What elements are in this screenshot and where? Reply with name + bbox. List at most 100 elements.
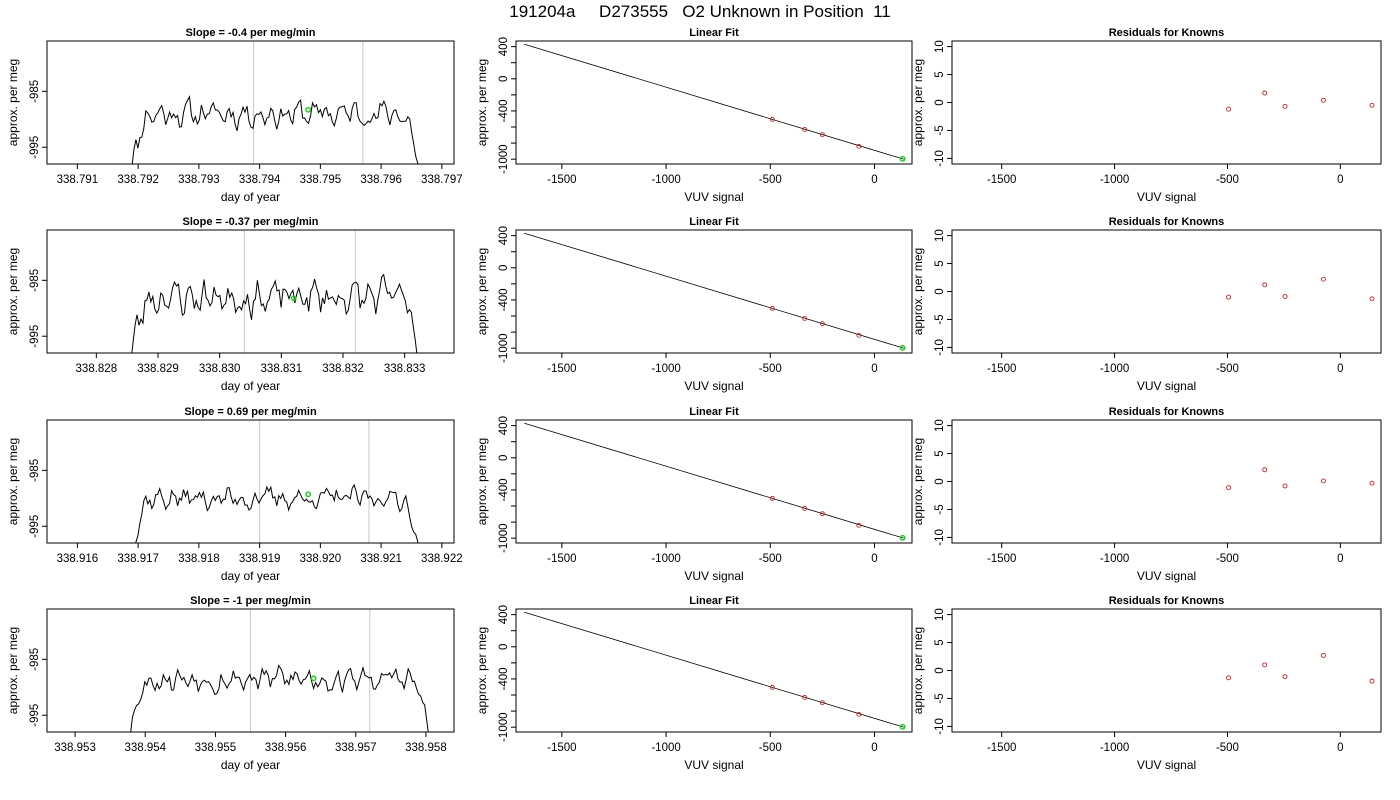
x-tick-label: -500 xyxy=(759,742,782,754)
x-tick-label: 338.953 xyxy=(54,742,96,754)
y-tick-label: -1000 xyxy=(498,144,510,173)
residual-point xyxy=(1320,276,1326,282)
y-tick-label: 400 xyxy=(498,416,510,435)
unknown-point xyxy=(899,344,906,351)
x-tick-label: -1500 xyxy=(987,742,1016,754)
y-tick-label: 0 xyxy=(498,265,510,271)
x-axis-label: VUV signal xyxy=(684,569,743,583)
x-tick-label: 0 xyxy=(1337,363,1343,375)
x-tick-label: 338.791 xyxy=(57,174,99,186)
x-tick-label: 338.918 xyxy=(178,553,220,565)
y-axis-label: approx. per meg xyxy=(911,438,925,525)
y-tick-label: 400 xyxy=(498,226,510,245)
residual-point xyxy=(1262,662,1268,668)
x-tick-label: -1500 xyxy=(547,553,576,565)
plot-area xyxy=(524,232,906,351)
known-point xyxy=(769,116,775,122)
x-tick-label: -1500 xyxy=(987,174,1016,186)
y-tick-label: 0 xyxy=(934,99,946,105)
figure-title: 191204a D273555 O2 Unknown in Position 1… xyxy=(509,2,891,21)
x-tick-label: -1000 xyxy=(1100,553,1129,565)
unknown-point xyxy=(899,723,906,730)
panel-title: Linear Fit xyxy=(689,406,739,418)
x-tick-label: -1500 xyxy=(547,742,576,754)
panel-title: Linear Fit xyxy=(689,216,739,228)
residual-point xyxy=(1226,106,1232,112)
x-tick-label: -500 xyxy=(1216,553,1239,565)
known-point xyxy=(769,305,775,311)
y-tick-label: -400 xyxy=(498,667,510,690)
y-axis-label: approx. per meg xyxy=(475,438,489,525)
y-tick-label: -985 xyxy=(29,269,41,292)
x-axis-label: VUV signal xyxy=(684,190,743,204)
y-tick-label: 400 xyxy=(498,605,510,624)
y-tick-label: -995 xyxy=(29,515,41,538)
residual-point xyxy=(1282,103,1288,109)
panel-title: Slope = -0.4 per meg/min xyxy=(186,27,316,39)
plot-area xyxy=(130,664,429,732)
x-tick-label: 0 xyxy=(871,363,877,375)
y-tick-label: -995 xyxy=(29,136,41,159)
known-point xyxy=(856,143,862,149)
panel-title: Slope = -1 per meg/min xyxy=(190,595,311,607)
x-tick-label: 338.828 xyxy=(76,363,118,375)
x-axis-label: VUV signal xyxy=(1137,758,1196,772)
x-tick-label: 0 xyxy=(1337,174,1343,186)
plot-frame xyxy=(515,40,913,165)
known-point xyxy=(769,684,775,690)
y-axis-label: approx. per meg xyxy=(475,248,489,335)
x-tick-label: -500 xyxy=(1216,363,1239,375)
x-tick-label: -1500 xyxy=(547,363,576,375)
y-tick-label: -1000 xyxy=(498,523,510,552)
time-series-panel-row-3: Slope = 0.69 per meg/min 338.916 338.917 33… xyxy=(6,406,463,583)
fit-line xyxy=(524,232,904,349)
plot-frame xyxy=(46,40,455,165)
residual-point xyxy=(1369,102,1375,108)
known-point xyxy=(802,315,808,321)
y-tick-label: 400 xyxy=(498,37,510,56)
plot-area xyxy=(524,43,906,162)
known-point xyxy=(856,711,862,717)
residual-point xyxy=(1226,294,1232,300)
x-axis-label: day of year xyxy=(221,190,280,204)
x-tick-label: 0 xyxy=(1337,553,1343,565)
y-tick-label: 0 xyxy=(934,288,946,294)
known-point xyxy=(819,132,825,138)
y-tick-label: -1000 xyxy=(498,712,510,741)
unknown-marker xyxy=(305,491,312,498)
residual-point xyxy=(1369,480,1375,486)
residuals-panel-row-1: Residuals for Knowns -1500 -1000 -500 0 10 5 0 -… xyxy=(911,27,1382,204)
x-tick-label: -1000 xyxy=(1100,174,1129,186)
x-tick-label: 338.792 xyxy=(117,174,159,186)
x-tick-label: 338.796 xyxy=(360,174,402,186)
x-axis-label: day of year xyxy=(221,379,280,393)
known-point xyxy=(769,495,775,501)
time-series-panel-row-2: Slope = -0.37 per meg/min 338.828 338.829 3… xyxy=(6,216,455,393)
residual-point xyxy=(1320,97,1326,103)
x-axis-label: VUV signal xyxy=(684,379,743,393)
x-tick-label: 338.830 xyxy=(199,363,241,375)
x-tick-label: 0 xyxy=(871,553,877,565)
y-tick-label: -995 xyxy=(29,325,41,348)
plot-frame xyxy=(951,419,1382,544)
y-tick-label: -985 xyxy=(29,80,41,103)
x-tick-label: 338.797 xyxy=(421,174,463,186)
residual-point xyxy=(1369,678,1375,684)
y-tick-label: 5 xyxy=(934,71,946,77)
x-tick-label: 338.831 xyxy=(261,363,303,375)
x-tick-label: 338.793 xyxy=(178,174,220,186)
residual-point xyxy=(1282,294,1288,299)
plot-area xyxy=(135,483,419,543)
plot-frame xyxy=(515,419,913,544)
y-tick-label: 0 xyxy=(934,667,946,673)
known-point xyxy=(856,332,862,338)
known-point xyxy=(856,522,862,528)
y-axis-label: approx. per meg xyxy=(6,627,20,714)
y-tick-label: -1000 xyxy=(498,333,510,362)
linear-fit-panel-row-3: Linear Fit -1500 -1000 -500 0 400 0 -400 -1000 VU… xyxy=(475,406,913,583)
time-series-panel-row-4: Slope = -1 per meg/min 338.953 338.954 338.… xyxy=(6,595,455,772)
y-tick-label: -5 xyxy=(934,125,946,135)
x-tick-label: 338.916 xyxy=(57,553,99,565)
y-tick-label: -10 xyxy=(934,150,946,167)
x-axis-label: VUV signal xyxy=(1137,379,1196,393)
